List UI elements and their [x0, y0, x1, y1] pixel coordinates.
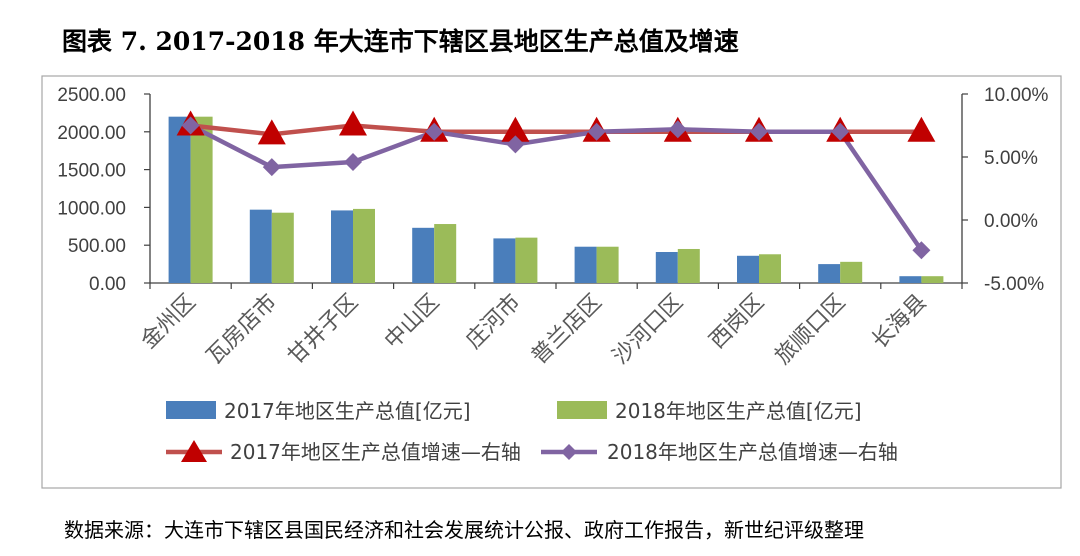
- marker-2018-growth: [181, 116, 200, 135]
- marker-2018-growth: [750, 122, 768, 141]
- bar-2017: [655, 252, 678, 283]
- combo-chart: 0.00 500.00 1000.00 1500.00 2000.00 2500.00 -5…: [41, 75, 1062, 489]
- left-tick-label: 1000.00: [57, 198, 126, 219]
- bar-2018: [190, 116, 213, 284]
- chart-title: 图表 7. 2017-2018 年大连市下辖区县地区生产总值及增速: [62, 27, 739, 56]
- right-tick-label: -5.00%: [984, 274, 1044, 295]
- bar-2018: [596, 246, 619, 283]
- legend-diamond-marker: [561, 444, 577, 460]
- category-label: 中山区: [380, 290, 444, 354]
- bar-2018: [921, 276, 944, 283]
- right-tick-label: 5.00%: [984, 148, 1038, 169]
- bar-2017: [412, 227, 435, 283]
- marker-2017-growth: [501, 116, 530, 142]
- category-label: 长海县: [867, 290, 931, 354]
- marker-2018-growth: [668, 120, 687, 139]
- marker-2018-growth: [262, 158, 281, 177]
- legend-triangle-marker: [181, 440, 207, 462]
- bar-2018: [515, 237, 538, 283]
- right-tick-label: 10.00%: [984, 85, 1049, 106]
- line-2018-growth: [189, 123, 924, 252]
- category-label: 甘井子区: [283, 290, 363, 370]
- marker-2017-growth: [907, 116, 936, 142]
- bar-2018: [840, 261, 863, 283]
- bar-2017: [249, 209, 272, 283]
- category-label: 旅顺口区: [771, 290, 851, 370]
- legend-label-2018-line: 2018年地区生产总值增速—右轴: [607, 440, 898, 464]
- category-labels: 金州区 瓦房店市 甘井子区 中山区 庄河市 普兰店区 沙河口区 西岗区 旅顺口区 长海县: [136, 290, 931, 370]
- legend-swatch-2017-bar: [166, 401, 216, 419]
- category-label: 瓦房店市: [202, 290, 282, 370]
- bar-2017: [331, 210, 353, 283]
- left-tick-label: 2000.00: [57, 123, 126, 144]
- marker-2018-growth: [587, 122, 606, 141]
- marker-2017-growth: [339, 110, 367, 136]
- marker-2018-growth: [912, 241, 931, 260]
- right-tick-label: 0.00%: [984, 211, 1038, 232]
- category-label: 沙河口区: [608, 290, 688, 370]
- lines: [176, 110, 936, 260]
- category-label: 庄河市: [461, 290, 525, 354]
- category-label: 西岗区: [705, 290, 769, 354]
- legend-label-2017-bar: 2017年地区生产总值[亿元]: [224, 399, 471, 423]
- source-note: 数据来源：大连市下辖区县国民经济和社会发展统计公报、政府工作报告，新世纪评级整理: [64, 518, 864, 542]
- bar-2017: [818, 264, 841, 283]
- legend-label-2018-bar: 2018年地区生产总值[亿元]: [615, 399, 862, 423]
- legend-label-2017-line: 2017年地区生产总值增速—右轴: [230, 440, 521, 464]
- legend-swatch-2018-bar: [557, 401, 607, 419]
- bar-2018: [434, 224, 457, 283]
- bar-2017: [493, 238, 516, 283]
- bar-2018: [271, 212, 294, 283]
- bar-2017: [168, 116, 191, 284]
- bar-2018: [677, 248, 700, 283]
- bar-2018: [353, 208, 375, 283]
- legend: 2017年地区生产总值[亿元] 2018年地区生产总值[亿元] 2017年地区生产总…: [166, 399, 898, 464]
- marker-2018-growth: [831, 122, 850, 141]
- axes: 0.00 500.00 1000.00 1500.00 2000.00 2500.00 -5…: [57, 85, 1048, 295]
- marker-2018-growth: [506, 135, 525, 154]
- left-tick-label: 500.00: [68, 236, 126, 257]
- bars: [168, 116, 944, 284]
- chart-frame: [41, 75, 1062, 489]
- marker-2017-growth: [257, 119, 286, 145]
- category-label: 金州区: [136, 290, 200, 354]
- left-tick-label: 2500.00: [57, 85, 126, 106]
- left-tick-label: 0.00: [89, 274, 126, 295]
- category-label: 普兰店区: [527, 290, 607, 370]
- bar-2018: [759, 254, 781, 283]
- marker-2018-growth: [425, 122, 444, 141]
- marker-2018-growth: [344, 153, 362, 172]
- bar-2017: [899, 276, 922, 283]
- bar-2017: [737, 255, 759, 283]
- bar-2017: [574, 246, 597, 283]
- left-tick-label: 1500.00: [57, 161, 126, 182]
